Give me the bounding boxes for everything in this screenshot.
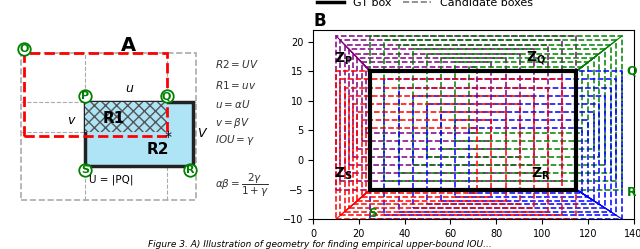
Bar	[371, 71, 622, 219]
Bar	[427, 104, 599, 204]
Text: B: B	[313, 12, 326, 30]
FancyBboxPatch shape	[85, 102, 166, 132]
Bar	[441, 112, 593, 201]
Text: Q: Q	[162, 91, 172, 101]
Text: R: R	[186, 165, 194, 175]
Bar	[336, 71, 577, 219]
Bar	[413, 49, 605, 165]
Bar	[362, 62, 492, 141]
Bar	[470, 128, 582, 193]
Bar	[470, 67, 582, 133]
Bar	[340, 40, 562, 182]
Bar	[349, 49, 534, 165]
Text: P: P	[81, 91, 89, 101]
Bar	[371, 71, 577, 189]
Text: $\mathbf{Z_Q}$: $\mathbf{Z_Q}$	[526, 49, 546, 66]
Bar	[385, 79, 616, 215]
Bar	[344, 88, 548, 212]
Bar	[353, 104, 520, 204]
Bar	[455, 120, 588, 197]
Text: A: A	[121, 36, 136, 55]
FancyBboxPatch shape	[85, 102, 193, 166]
Bar	[336, 36, 577, 189]
Bar	[455, 62, 588, 141]
Text: O: O	[19, 44, 29, 54]
Bar	[340, 79, 562, 215]
Text: Q: Q	[627, 65, 637, 78]
Text: R2: R2	[147, 142, 169, 157]
Text: $*$: $*$	[164, 128, 172, 142]
Bar	[385, 40, 616, 182]
Text: S: S	[368, 207, 377, 220]
Text: R: R	[627, 186, 636, 199]
Bar	[353, 54, 520, 157]
Bar	[366, 128, 477, 193]
Bar	[371, 36, 622, 189]
Text: U = |PQ|: U = |PQ|	[89, 175, 134, 185]
Bar	[441, 58, 593, 149]
Bar	[349, 96, 534, 208]
Text: S: S	[81, 165, 89, 175]
Text: $\mathbf{Z_S}$: $\mathbf{Z_S}$	[333, 166, 352, 182]
Text: R1: R1	[103, 111, 125, 126]
Bar	[357, 58, 506, 149]
Text: V: V	[197, 127, 205, 140]
Bar	[413, 96, 605, 208]
Bar	[357, 112, 506, 201]
Bar	[399, 45, 611, 173]
Text: Figure 3. A) Illustration of geometry for finding empirical upper-bound IOU...: Figure 3. A) Illustration of geometry fo…	[148, 240, 492, 249]
Legend: GT box, Candidate boxes: GT box, Candidate boxes	[312, 0, 537, 13]
Bar	[344, 45, 548, 173]
Text: u: u	[125, 82, 132, 95]
Bar	[399, 88, 611, 212]
Bar	[366, 67, 477, 133]
Text: $\mathbf{Z_R}$: $\mathbf{Z_R}$	[531, 166, 550, 182]
Bar	[362, 120, 492, 197]
Bar	[427, 54, 599, 157]
Text: $\mathbf{Z_P}$: $\mathbf{Z_P}$	[333, 50, 353, 66]
Text: v: v	[67, 114, 75, 127]
